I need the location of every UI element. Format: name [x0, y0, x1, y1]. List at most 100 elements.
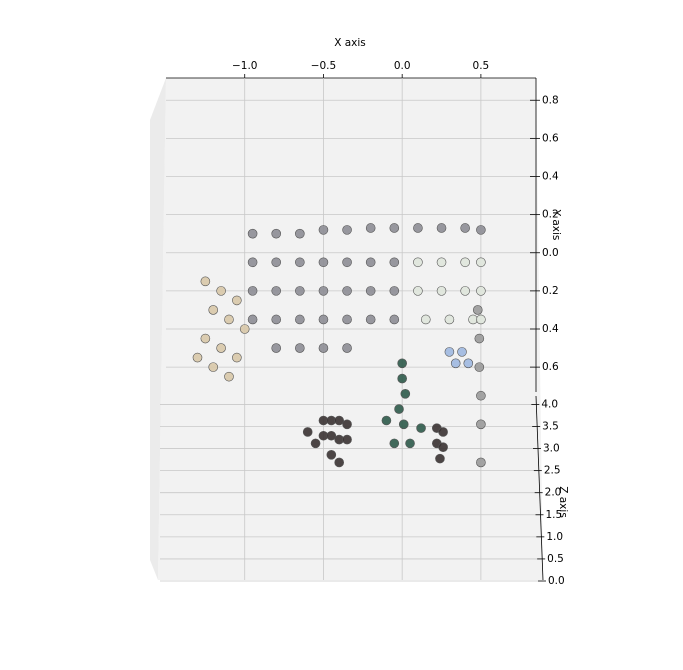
- point: [271, 257, 282, 268]
- point: [460, 257, 470, 268]
- point: [200, 276, 211, 287]
- point: [405, 438, 415, 449]
- point: [472, 305, 483, 315]
- x-tick-label: 0.5: [473, 60, 490, 72]
- point: [224, 371, 234, 382]
- point: [389, 286, 400, 296]
- point: [416, 423, 426, 433]
- point: [476, 314, 486, 325]
- point: [476, 457, 486, 468]
- point: [342, 419, 352, 430]
- point: [476, 257, 486, 268]
- point: [381, 415, 392, 426]
- point: [310, 438, 321, 449]
- point: [397, 358, 407, 369]
- point: [271, 314, 282, 325]
- point: [326, 450, 337, 460]
- z-tick-label: 2.5: [544, 465, 561, 477]
- x-tick-label: −0.5: [311, 60, 337, 72]
- point: [476, 225, 486, 235]
- point: [216, 343, 226, 353]
- z-tick-label: 1.0: [546, 531, 563, 543]
- point: [460, 223, 470, 233]
- point: [342, 225, 352, 235]
- point: [295, 228, 305, 239]
- point: [295, 257, 305, 268]
- point: [450, 358, 461, 369]
- point: [232, 352, 242, 363]
- y-tick-label: 0.2: [542, 209, 559, 221]
- point: [247, 314, 258, 325]
- point: [342, 343, 352, 353]
- point: [389, 223, 400, 233]
- x-tick-label: 0.0: [394, 60, 411, 72]
- point: [435, 453, 445, 464]
- point: [271, 286, 282, 296]
- point: [365, 257, 376, 268]
- x-axis-label: X axis: [334, 37, 366, 49]
- point: [295, 314, 305, 325]
- point: [476, 390, 486, 401]
- point: [444, 347, 455, 357]
- point: [463, 358, 474, 369]
- point: [365, 223, 376, 233]
- point: [444, 314, 455, 325]
- point: [460, 286, 470, 296]
- z-tick-label: 0.5: [547, 553, 564, 565]
- y-tick-label: 0.0: [542, 247, 559, 259]
- point: [247, 257, 258, 268]
- point: [334, 457, 344, 468]
- point: [200, 333, 211, 344]
- point: [318, 343, 329, 353]
- point: [457, 347, 467, 357]
- point: [436, 223, 447, 233]
- point: [413, 286, 423, 296]
- point: [342, 286, 352, 296]
- point: [413, 257, 423, 268]
- point: [216, 286, 226, 296]
- point: [247, 286, 258, 296]
- point: [318, 314, 329, 325]
- z-axis-label: Z axis: [557, 486, 569, 518]
- point: [326, 430, 337, 441]
- z-tick-label: 4.0: [541, 398, 558, 410]
- point: [295, 286, 305, 296]
- point: [318, 286, 329, 296]
- point: [334, 415, 344, 426]
- point: [413, 223, 423, 233]
- point: [389, 438, 400, 449]
- point: [474, 333, 485, 344]
- y-axis-label: Y axis: [550, 209, 562, 241]
- point: [365, 286, 376, 296]
- point: [295, 343, 305, 353]
- point: [474, 362, 485, 372]
- z-tick-label: 3.5: [542, 420, 559, 432]
- point: [436, 286, 447, 296]
- y-tick-label: 0.6: [542, 361, 559, 373]
- y-tick-label: 0.4: [542, 171, 559, 183]
- point: [476, 286, 486, 296]
- y-tick-label: 0.8: [542, 94, 559, 106]
- point: [302, 427, 313, 437]
- z-tick-label: 0.0: [548, 575, 565, 587]
- z-tick-label: 3.0: [543, 443, 560, 455]
- point: [247, 228, 258, 239]
- side-pane: [150, 78, 166, 580]
- z-tick-label: 1.5: [545, 509, 562, 521]
- x-tick-label: −1.0: [232, 60, 258, 72]
- point: [400, 389, 411, 399]
- point: [394, 404, 404, 414]
- y-tick-label: 0.4: [542, 323, 559, 335]
- point: [389, 314, 400, 325]
- y-tick-label: 0.6: [542, 132, 559, 144]
- point: [476, 419, 486, 430]
- z-tick-label: 2.0: [545, 487, 562, 499]
- point: [224, 314, 234, 325]
- point: [192, 352, 203, 363]
- y-tick-label: 0.2: [542, 285, 559, 297]
- point: [438, 442, 448, 452]
- point: [397, 373, 407, 384]
- point: [398, 419, 409, 430]
- point: [342, 257, 352, 268]
